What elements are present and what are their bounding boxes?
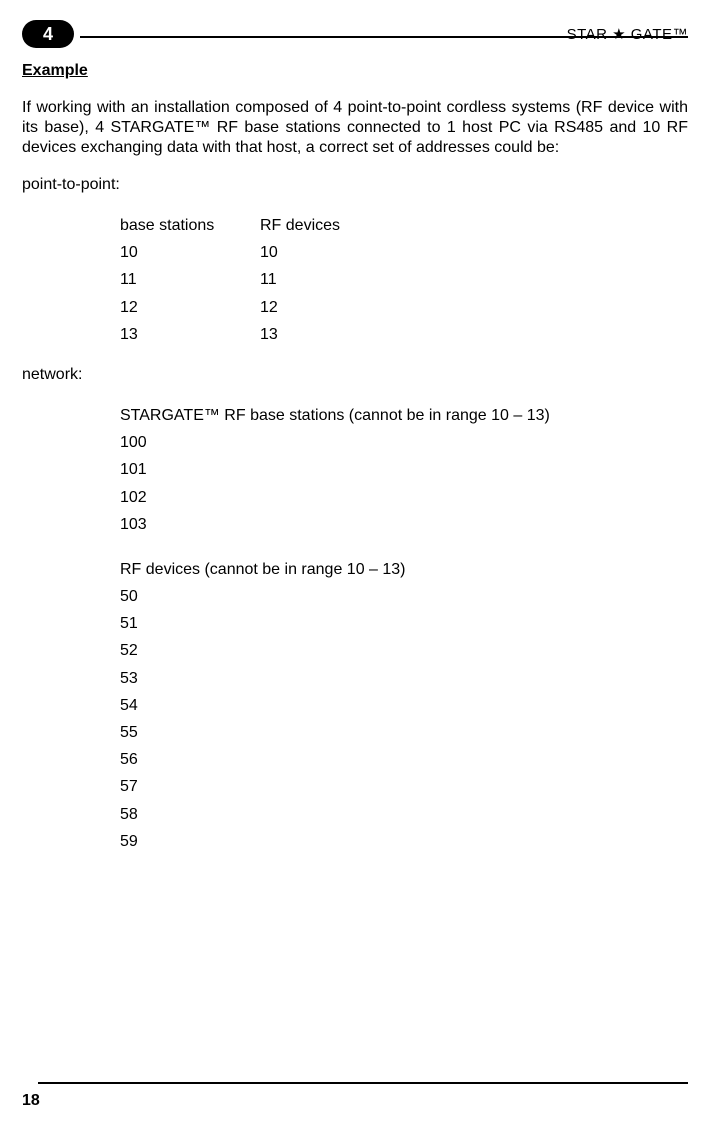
chapter-badge: 4: [22, 20, 74, 48]
table-row: 13 13: [120, 321, 688, 348]
list-item: 102: [120, 484, 688, 511]
product-name: STAR ★ GATE™: [567, 25, 688, 43]
spacer: [120, 538, 688, 556]
p2p-label: point-to-point:: [22, 176, 688, 194]
list-item: 54: [120, 692, 688, 719]
p2p-cell-a: 12: [120, 294, 260, 321]
p2p-cell-a: 13: [120, 321, 260, 348]
p2p-cell-b: 11: [260, 266, 688, 293]
table-row: 12 12: [120, 294, 688, 321]
network-base-heading: STARGATE™ RF base stations (cannot be in…: [120, 402, 688, 429]
network-rf-heading: RF devices (cannot be in range 10 – 13): [120, 556, 688, 583]
network-base-block: STARGATE™ RF base stations (cannot be in…: [120, 402, 688, 855]
list-item: 103: [120, 511, 688, 538]
list-item: 100: [120, 429, 688, 456]
page-header: 4 STAR ★ GATE™: [22, 20, 688, 48]
list-item: 56: [120, 746, 688, 773]
list-item: 53: [120, 665, 688, 692]
p2p-cell-a: 11: [120, 266, 260, 293]
section-title: Example: [22, 62, 688, 80]
list-item: 59: [120, 828, 688, 855]
p2p-table: base stations RF devices 10 10 11 11 12 …: [120, 212, 688, 348]
p2p-cell-b: 12: [260, 294, 688, 321]
table-row: 11 11: [120, 266, 688, 293]
p2p-cell-b: 10: [260, 239, 688, 266]
list-item: 52: [120, 637, 688, 664]
page-number: 18: [22, 1092, 40, 1110]
list-item: 58: [120, 801, 688, 828]
intro-paragraph: If working with an installation composed…: [22, 98, 688, 158]
list-item: 51: [120, 610, 688, 637]
p2p-cell-b: 13: [260, 321, 688, 348]
p2p-col-b-header: RF devices: [260, 212, 688, 239]
p2p-cell-a: 10: [120, 239, 260, 266]
list-item: 57: [120, 773, 688, 800]
list-item: 50: [120, 583, 688, 610]
p2p-col-a-header: base stations: [120, 212, 260, 239]
list-item: 101: [120, 456, 688, 483]
footer-rule: [38, 1082, 688, 1084]
list-item: 55: [120, 719, 688, 746]
network-label: network:: [22, 366, 688, 384]
table-row: 10 10: [120, 239, 688, 266]
chapter-number: 4: [43, 24, 53, 45]
p2p-header-row: base stations RF devices: [120, 212, 688, 239]
